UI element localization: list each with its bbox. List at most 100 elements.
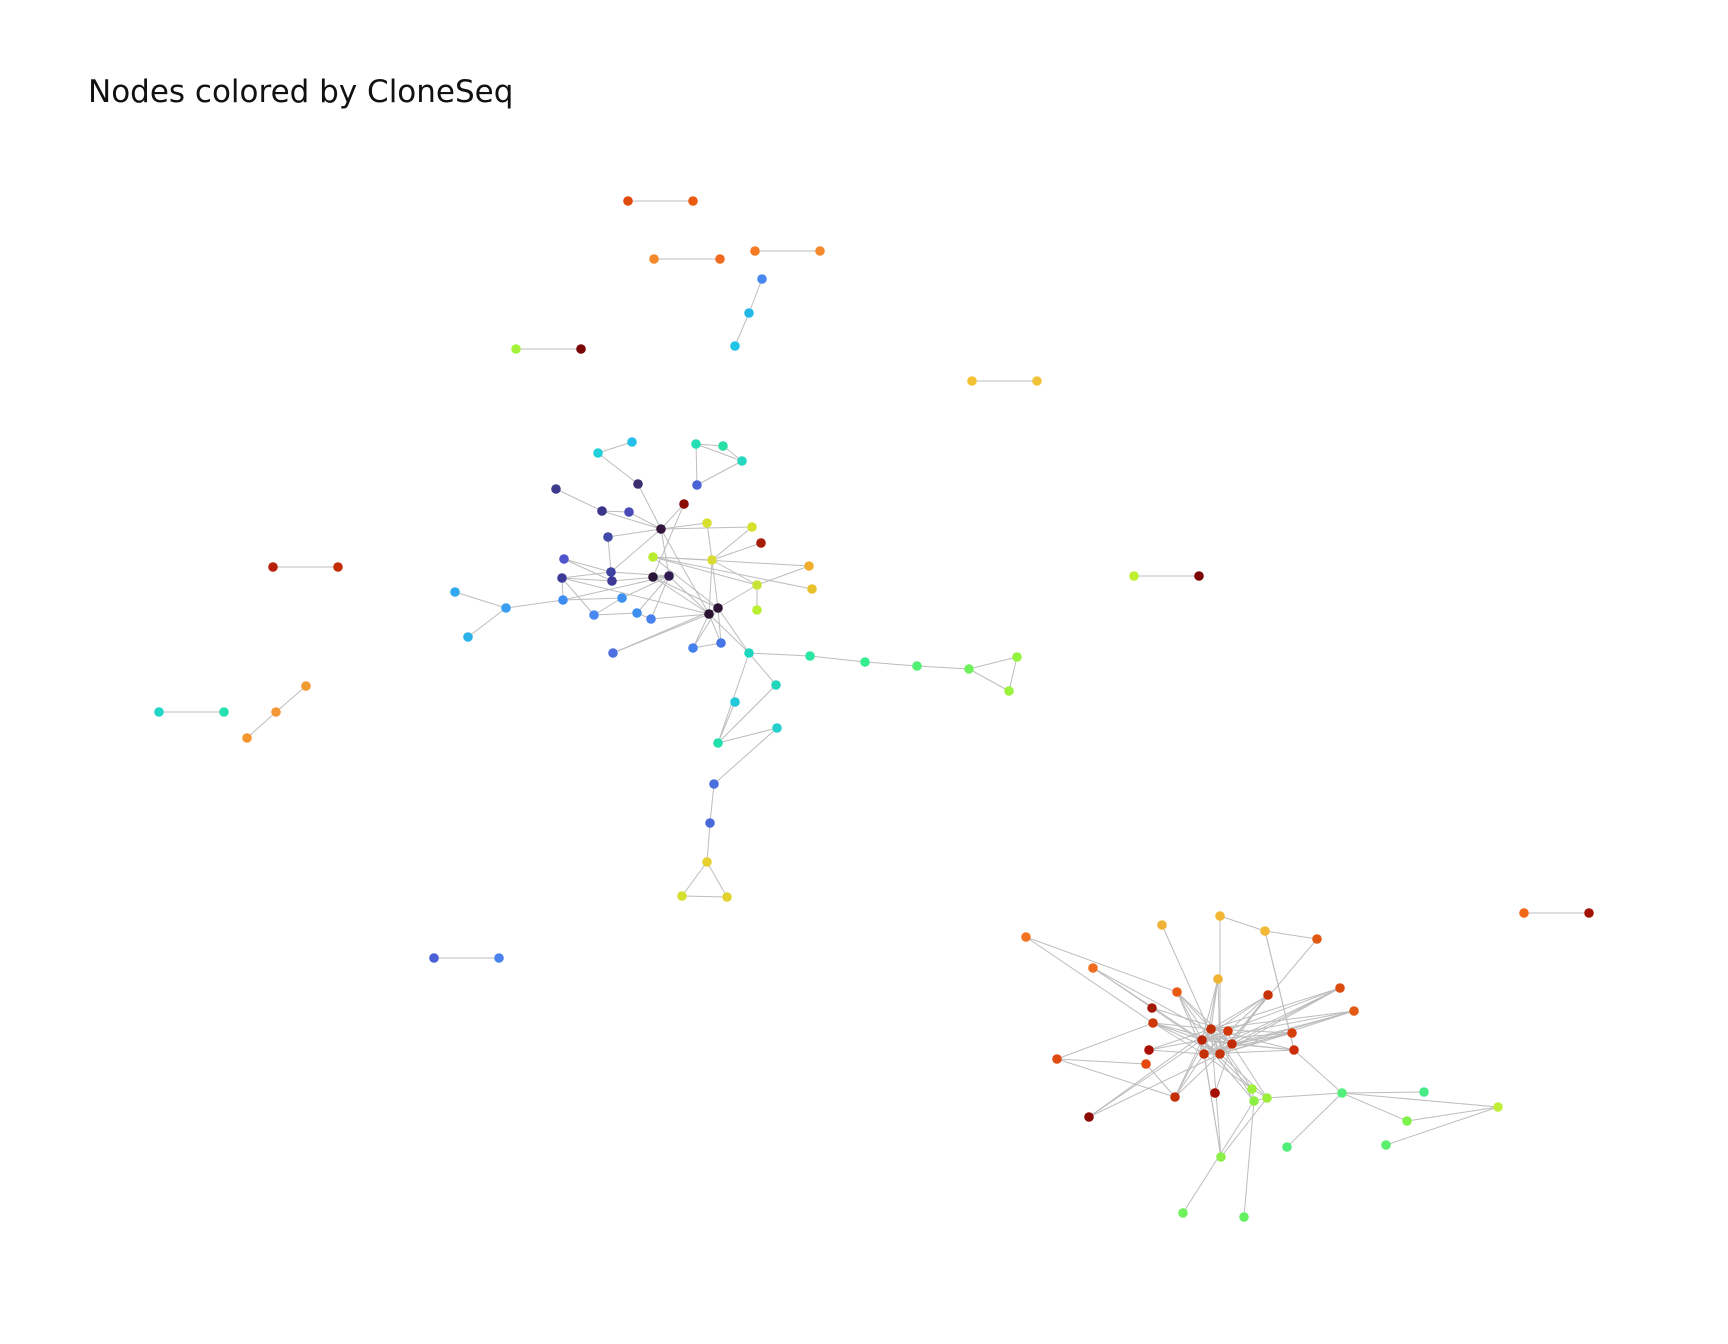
edge (706, 861, 728, 898)
edge (695, 443, 743, 462)
edge (275, 685, 307, 713)
node-c9 (1263, 990, 1273, 1000)
edge (1148, 1049, 1205, 1055)
node-a52 (713, 738, 723, 748)
edge (1201, 978, 1219, 1041)
edge (610, 571, 670, 577)
node-c26 (1170, 1092, 1180, 1102)
edge (756, 565, 810, 586)
node-a48 (1004, 686, 1014, 696)
node-a57 (722, 892, 732, 902)
edge (1174, 1053, 1221, 1098)
node-c11 (1349, 1006, 1359, 1016)
node-a49 (771, 680, 781, 690)
edge (1176, 991, 1203, 1041)
edge (711, 559, 758, 586)
edge (563, 558, 612, 573)
node-b1 (757, 274, 767, 284)
edge (1152, 1022, 1212, 1030)
edge (1148, 1028, 1212, 1051)
node-c3 (1215, 911, 1225, 921)
node-c6 (1088, 963, 1098, 973)
edge (692, 607, 719, 649)
node-a8 (692, 480, 702, 490)
edge (681, 895, 728, 898)
edge (1219, 1053, 1268, 1099)
edge (597, 452, 639, 485)
node-o2 (271, 707, 281, 717)
edge (1008, 656, 1018, 692)
edge (1152, 1022, 1203, 1041)
node-a45 (912, 661, 922, 671)
edge (1056, 1058, 1147, 1065)
node-c13 (1148, 1018, 1158, 1028)
edge (652, 556, 719, 609)
edge (1210, 1028, 1255, 1102)
node-c24 (1141, 1059, 1151, 1069)
node-a1 (593, 448, 603, 458)
node-p7 (511, 344, 521, 354)
node-c5 (1312, 934, 1322, 944)
node-c39 (1239, 1212, 1249, 1222)
edge (1176, 991, 1212, 1030)
node-c29 (1262, 1093, 1272, 1103)
edge (1025, 936, 1178, 993)
edge (1174, 1039, 1203, 1098)
edge (1088, 1028, 1212, 1118)
edge (711, 526, 753, 561)
edge (1341, 1092, 1499, 1108)
edge (748, 278, 763, 314)
node-c30 (1249, 1096, 1259, 1106)
node-p11 (268, 562, 278, 572)
node-a26 (752, 605, 762, 615)
edge (467, 607, 507, 638)
node-p8 (576, 344, 586, 354)
edge (1201, 1039, 1255, 1102)
edge (734, 312, 750, 347)
edge (717, 684, 777, 744)
node-a23 (557, 573, 567, 583)
node-p13 (1129, 571, 1139, 581)
node-a17 (707, 555, 717, 565)
edge (1341, 1091, 1425, 1094)
edge (1293, 1049, 1343, 1094)
edge (681, 861, 708, 897)
node-p9 (967, 376, 977, 386)
node-c19 (1215, 1049, 1225, 1059)
edge (561, 577, 595, 616)
node-c14 (1287, 1028, 1297, 1038)
node-a5 (737, 456, 747, 466)
node-b2 (744, 308, 754, 318)
edge (668, 575, 710, 615)
edge (593, 597, 623, 616)
edge (610, 528, 662, 573)
edge (652, 556, 813, 590)
edge (1266, 1092, 1343, 1099)
node-c16 (1223, 1026, 1233, 1036)
node-a7 (633, 479, 643, 489)
edge (1174, 1053, 1205, 1098)
node-c33 (1493, 1102, 1503, 1112)
edge (561, 571, 612, 579)
edge (1220, 1097, 1268, 1158)
node-a47 (1012, 652, 1022, 662)
edge (1231, 1043, 1268, 1099)
node-p16 (219, 707, 229, 717)
edge (1176, 991, 1221, 1055)
edge (1203, 1030, 1229, 1055)
node-a27 (807, 584, 817, 594)
node-b3 (730, 341, 740, 351)
node-c37 (1216, 1152, 1226, 1162)
node-p20 (1584, 908, 1594, 918)
node-a56 (677, 891, 687, 901)
edge (706, 522, 713, 561)
node-a20 (606, 567, 616, 577)
node-a29 (450, 587, 460, 597)
edge (652, 556, 758, 586)
edge (1385, 1106, 1499, 1146)
node-a18 (752, 580, 762, 590)
node-c27 (1084, 1112, 1094, 1122)
node-p18 (494, 953, 504, 963)
node-a42 (744, 648, 754, 658)
node-a39 (688, 643, 698, 653)
